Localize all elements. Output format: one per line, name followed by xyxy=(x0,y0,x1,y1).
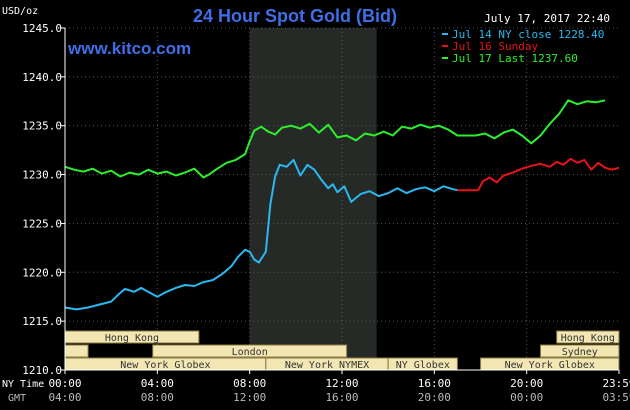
y-tick-label-1: 1215.0 xyxy=(22,315,62,328)
chart-title: 24 Hour Spot Gold (Bid) xyxy=(193,6,397,26)
series-line-0 xyxy=(64,158,458,311)
x-tick-label-gmt-0: 04:00 xyxy=(48,391,81,404)
x-tick-label-gmt-4: 20:00 xyxy=(418,391,451,404)
session-label-6: New York NYMEX xyxy=(285,360,369,371)
x-axis-gmt-row-label: GMT xyxy=(8,393,26,404)
session-bar-2 xyxy=(152,344,348,358)
x-tick-label-ny-5: 20:00 xyxy=(510,377,543,390)
x-tick-label-ny-0: 00:00 xyxy=(48,377,81,390)
series-line-2 xyxy=(64,99,606,179)
x-tick-label-ny-2: 08:00 xyxy=(233,377,266,390)
y-axis-unit-label: USD/oz xyxy=(2,6,38,17)
x-tick-label-gmt-5: 00:00 xyxy=(510,391,543,404)
x-tick-label-gmt-3: 16:00 xyxy=(325,391,358,404)
y-tick-label-4: 1230.0 xyxy=(22,169,62,182)
session-bar-4 xyxy=(64,344,89,358)
x-tick-label-ny-4: 16:00 xyxy=(418,377,451,390)
x-tick-label-gmt-6: 03:59 xyxy=(602,391,630,404)
chart-timestamp: July 17, 2017 22:40 xyxy=(484,12,610,25)
series-line-1 xyxy=(457,157,620,192)
legend-label-2: Jul 17 Last 1237.60 xyxy=(452,52,578,65)
y-tick-label-6: 1240.0 xyxy=(22,71,62,84)
legend-label-1: Jul 16 Sunday xyxy=(452,40,538,53)
session-bar-1 xyxy=(556,330,620,344)
session-label-1: Hong Kong xyxy=(561,333,615,344)
site-watermark: www.kitco.com xyxy=(67,39,191,58)
x-tick-label-ny-1: 04:00 xyxy=(141,377,174,390)
session-label-2: London xyxy=(232,347,268,358)
session-label-3: Sydney xyxy=(562,347,598,358)
x-tick-label-gmt-2: 12:00 xyxy=(233,391,266,404)
x-axis-ny-row-label: NY Time xyxy=(2,379,44,390)
night-band xyxy=(249,28,377,370)
session-label-8: New York Globex xyxy=(505,360,595,371)
y-tick-label-2: 1220.0 xyxy=(22,266,62,279)
session-label-7: NY Globex xyxy=(396,360,450,371)
session-bar-3 xyxy=(540,344,620,358)
x-tick-label-ny-3: 12:00 xyxy=(325,377,358,390)
y-tick-label-0: 1210.0 xyxy=(22,364,62,377)
session-label-0: Hong Kong xyxy=(105,333,159,344)
legend-label-0: Jul 14 NY close 1228.40 xyxy=(452,28,604,41)
x-tick-label-ny-6: 23:59 xyxy=(602,377,630,390)
y-tick-label-5: 1235.0 xyxy=(22,120,62,133)
y-tick-label-3: 1225.0 xyxy=(22,217,62,230)
x-tick-label-gmt-1: 08:00 xyxy=(141,391,174,404)
y-tick-label-7: 1245.0 xyxy=(22,22,62,35)
session-label-5: New York Globex xyxy=(120,360,210,371)
